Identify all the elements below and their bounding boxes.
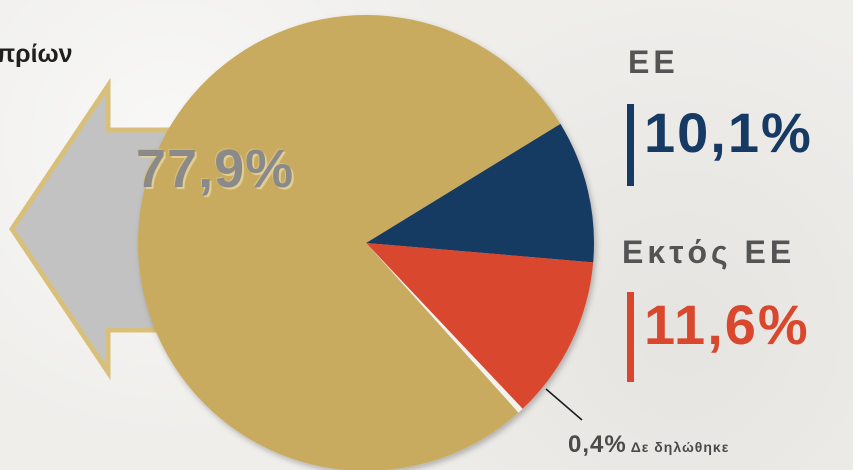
non-eu-value-bar — [627, 292, 634, 382]
non-eu-value: 11,6% — [644, 293, 810, 356]
eu-value: 10,1% — [644, 101, 813, 164]
eu-label: ΕΕ — [628, 44, 679, 80]
header-cut-title: πρίων — [0, 40, 73, 68]
undeclared-slice — [366, 243, 523, 413]
non-eu-label: Εκτός ΕΕ — [622, 234, 796, 270]
undeclared-text: Δε δηλώθηκε — [630, 439, 730, 455]
non-eu-slice — [366, 243, 594, 409]
slice-label-main-value: 77,9% — [136, 139, 295, 199]
leader-line — [545, 388, 583, 421]
eu-slice — [366, 123, 594, 263]
undeclared-label: 0,4% Δε δηλώθηκε — [568, 431, 729, 459]
left-arrow-icon — [8, 77, 183, 381]
undeclared-value: 0,4% — [568, 431, 627, 458]
eu-value-bar — [627, 104, 634, 186]
main-slice — [138, 15, 561, 470]
